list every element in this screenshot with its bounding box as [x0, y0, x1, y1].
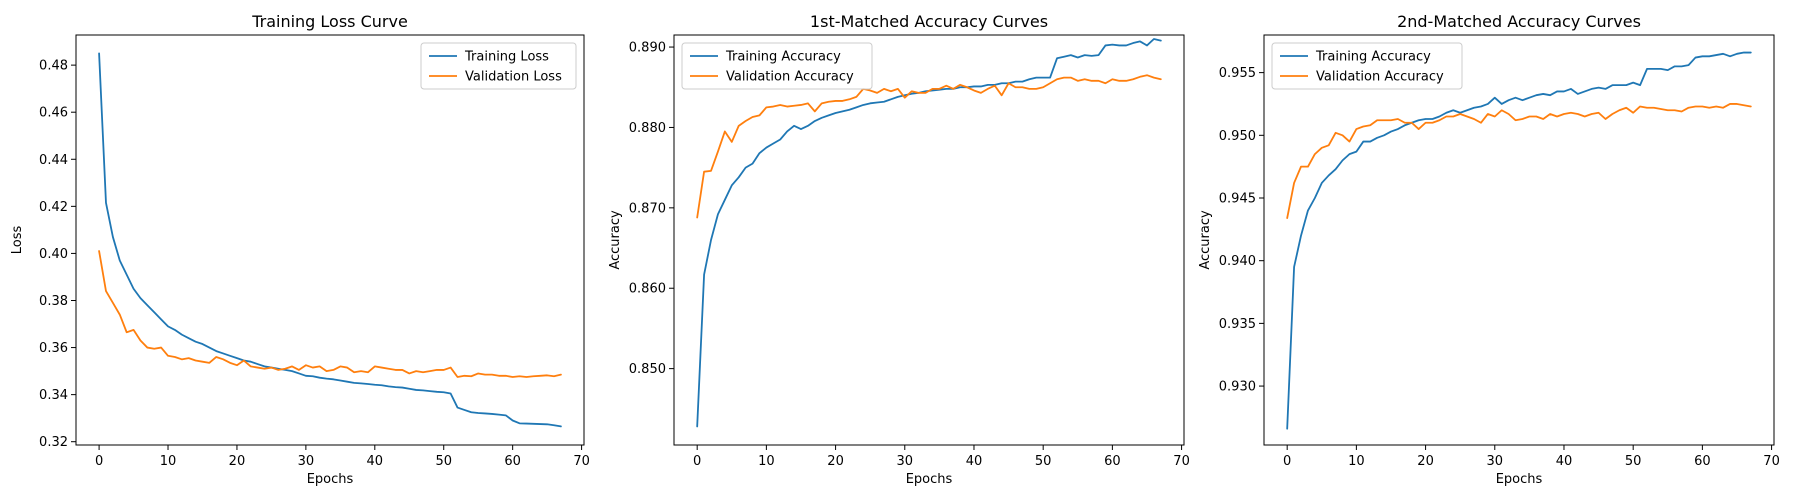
chart-panel-3: 2nd-Matched Accuracy Curves Epochs Accurac…	[1198, 12, 1780, 487]
series-line-validation	[98, 250, 562, 378]
x-tick-label: 40	[1556, 454, 1573, 469]
x-tick-label: 30	[1487, 454, 1504, 469]
y-tick-label: 0.870	[629, 201, 666, 216]
x-tick-label: 50	[1035, 454, 1052, 469]
legend-box	[1271, 42, 1463, 90]
x-tick-label: 10	[758, 454, 775, 469]
x-tick-label: 60	[1694, 454, 1711, 469]
chart-panel-1: Training Loss Curve Epochs Loss 0 10 20 30 40 50…	[10, 12, 590, 487]
legend: Training Loss Validation Loss	[420, 42, 577, 90]
x-axis-label: Epochs	[906, 472, 953, 487]
y-tick-label: 0.42	[39, 200, 68, 215]
y-tick-label: 0.890	[629, 41, 666, 56]
legend-label: Training Accuracy	[1315, 50, 1431, 65]
chart-title: Training Loss Curve	[251, 12, 408, 31]
y-tick-label: 0.940	[1219, 254, 1256, 269]
legend-label: Training Loss	[464, 50, 549, 65]
legend-box	[681, 42, 873, 90]
x-tick-label: 60	[504, 454, 521, 469]
y-tick-label: 0.880	[629, 121, 666, 136]
y-tick-label: 0.36	[39, 341, 68, 356]
y-tick-label: 0.955	[1219, 66, 1256, 81]
y-tick-label: 0.38	[39, 294, 68, 309]
x-tick-label: 0	[95, 454, 103, 469]
legend: Training Accuracy Validation Accuracy	[681, 42, 873, 90]
x-tick-label: 0	[1283, 454, 1291, 469]
x-tick-label: 40	[367, 454, 384, 469]
y-tick-label: 0.950	[1219, 129, 1256, 144]
y-axis-label: Loss	[10, 226, 25, 255]
y-tick-label: 0.40	[39, 247, 68, 262]
x-tick-label: 70	[573, 454, 590, 469]
x-tick-label: 70	[1173, 454, 1190, 469]
plot-frame	[1263, 34, 1775, 446]
x-tick-label: 60	[1104, 454, 1121, 469]
plot-frame	[75, 34, 585, 446]
series-line-validation	[696, 74, 1162, 219]
series-line-training	[98, 52, 562, 428]
x-tick-label: 40	[966, 454, 983, 469]
series-line-validation	[1286, 103, 1752, 219]
x-tick-label: 70	[1763, 454, 1780, 469]
y-tick-label: 0.850	[629, 362, 666, 377]
x-tick-label: 20	[827, 454, 844, 469]
x-tick-label: 20	[229, 454, 246, 469]
x-tick-label: 30	[298, 454, 315, 469]
x-tick-label: 30	[897, 454, 914, 469]
x-tick-label: 20	[1417, 454, 1434, 469]
y-axis-label: Accuracy	[608, 210, 623, 270]
legend-label: Validation Accuracy	[726, 70, 854, 85]
legend: Training Accuracy Validation Accuracy	[1271, 42, 1463, 90]
x-axis-label: Epochs	[307, 472, 354, 487]
series-line-training	[1286, 51, 1752, 430]
legend-label: Training Accuracy	[725, 50, 841, 65]
y-axis-label: Accuracy	[1198, 210, 1213, 270]
plot-frame	[673, 34, 1185, 446]
x-tick-label: 0	[693, 454, 701, 469]
y-tick-label: 0.860	[629, 282, 666, 297]
y-tick-label: 0.48	[39, 59, 68, 74]
y-tick-label: 0.935	[1219, 317, 1256, 332]
legend-label: Validation Accuracy	[1316, 70, 1444, 85]
y-tick-label: 0.32	[39, 435, 68, 450]
chart-title: 1st-Matched Accuracy Curves	[810, 12, 1048, 31]
y-tick-label: 0.44	[39, 153, 68, 168]
x-axis-label: Epochs	[1496, 472, 1543, 487]
legend-box	[420, 42, 577, 90]
legend-label: Validation Loss	[465, 70, 562, 85]
y-tick-label: 0.34	[39, 388, 68, 403]
chart-title: 2nd-Matched Accuracy Curves	[1397, 12, 1641, 31]
series-line-training	[696, 38, 1162, 428]
y-tick-label: 0.930	[1219, 380, 1256, 395]
y-tick-label: 0.945	[1219, 191, 1256, 206]
chart-panel-2: 1st-Matched Accuracy Curves Epochs Accurac…	[608, 12, 1190, 487]
x-tick-label: 50	[435, 454, 452, 469]
x-tick-label: 10	[160, 454, 177, 469]
x-tick-label: 10	[1348, 454, 1365, 469]
x-tick-label: 50	[1625, 454, 1642, 469]
y-tick-label: 0.46	[39, 106, 68, 121]
